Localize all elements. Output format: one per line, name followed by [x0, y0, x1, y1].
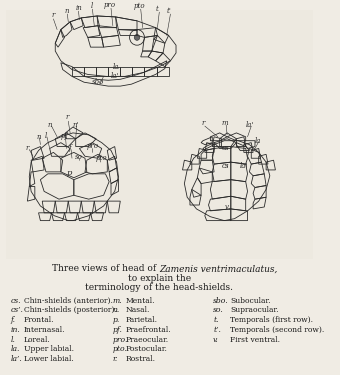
Text: Chin-shields (posterior).: Chin-shields (posterior). — [24, 306, 116, 314]
Text: v.: v. — [213, 336, 219, 344]
Text: r: r — [66, 113, 69, 121]
Text: in.: in. — [11, 326, 20, 334]
Text: pf: pf — [61, 132, 68, 140]
Text: f: f — [68, 144, 71, 153]
Text: Praefrontal.: Praefrontal. — [126, 326, 171, 334]
Text: n: n — [65, 7, 69, 15]
Text: cs’.: cs’. — [11, 306, 23, 314]
Text: la': la' — [240, 162, 248, 170]
Text: n: n — [37, 133, 41, 141]
Text: t': t' — [167, 7, 171, 15]
Bar — [6, 10, 312, 259]
Text: t.: t. — [213, 316, 219, 324]
Text: r: r — [26, 144, 29, 153]
Text: l: l — [45, 132, 47, 140]
Text: Lower labial.: Lower labial. — [24, 355, 73, 363]
Text: sbo: sbo — [92, 78, 105, 86]
Text: la.: la. — [11, 345, 20, 353]
Text: Loreal.: Loreal. — [24, 336, 50, 344]
Text: sbo.: sbo. — [213, 297, 229, 304]
Text: pto: pto — [133, 2, 145, 10]
Text: n: n — [48, 121, 52, 129]
Text: pro.: pro. — [113, 336, 128, 344]
Text: Parietal.: Parietal. — [126, 316, 158, 324]
Text: in: in — [76, 4, 82, 12]
Text: la: la — [255, 136, 261, 145]
Text: l.: l. — [11, 336, 16, 344]
Text: l: l — [90, 2, 93, 10]
Text: t’.: t’. — [213, 326, 221, 334]
Text: to explain the: to explain the — [128, 274, 191, 283]
Text: First ventral.: First ventral. — [230, 336, 280, 344]
Text: r: r — [52, 11, 55, 19]
Text: Supraocular.: Supraocular. — [230, 306, 278, 314]
Text: Internasal.: Internasal. — [24, 326, 65, 334]
Text: la: la — [113, 63, 119, 70]
Text: pto.: pto. — [113, 345, 128, 353]
Text: f.: f. — [11, 316, 16, 324]
Text: n': n' — [73, 121, 79, 129]
Text: Zamenis ventrimaculatus,: Zamenis ventrimaculatus, — [159, 264, 278, 273]
Text: la': la' — [246, 121, 254, 129]
Text: pto: pto — [96, 154, 108, 162]
Text: v: v — [224, 203, 228, 211]
Text: so: so — [75, 153, 83, 161]
Text: r.: r. — [113, 355, 118, 363]
Text: Mental.: Mental. — [126, 297, 155, 304]
Text: pro: pro — [87, 142, 99, 150]
Text: Nasal.: Nasal. — [126, 306, 150, 314]
Text: m: m — [222, 119, 228, 127]
Text: Upper labial.: Upper labial. — [24, 345, 74, 353]
Text: Postocular.: Postocular. — [126, 345, 168, 353]
Text: Praeocular.: Praeocular. — [126, 336, 169, 344]
Text: pro: pro — [104, 1, 116, 9]
Text: la’.: la’. — [11, 355, 22, 363]
Text: terminology of the head-shields.: terminology of the head-shields. — [85, 283, 233, 292]
Text: p: p — [66, 169, 72, 177]
Text: t: t — [156, 5, 158, 13]
Text: so.: so. — [213, 306, 224, 314]
Text: p.: p. — [113, 316, 120, 324]
Text: Rostral.: Rostral. — [126, 355, 156, 363]
Text: cs.: cs. — [11, 297, 21, 304]
Text: m.: m. — [113, 297, 122, 304]
Circle shape — [134, 34, 140, 40]
Text: Temporals (second row).: Temporals (second row). — [230, 326, 324, 334]
Text: cs: cs — [222, 144, 229, 153]
Text: Chin-shields (anterior).: Chin-shields (anterior). — [24, 297, 113, 304]
Text: r: r — [201, 119, 204, 127]
Text: Frontal.: Frontal. — [24, 316, 54, 324]
Text: Temporals (first row).: Temporals (first row). — [230, 316, 313, 324]
Text: la': la' — [111, 72, 119, 80]
Text: Subocular.: Subocular. — [230, 297, 270, 304]
Text: Three views of head of: Three views of head of — [52, 264, 159, 273]
Text: n.: n. — [113, 306, 120, 314]
Text: pf.: pf. — [113, 326, 123, 334]
Text: cs: cs — [222, 162, 229, 170]
